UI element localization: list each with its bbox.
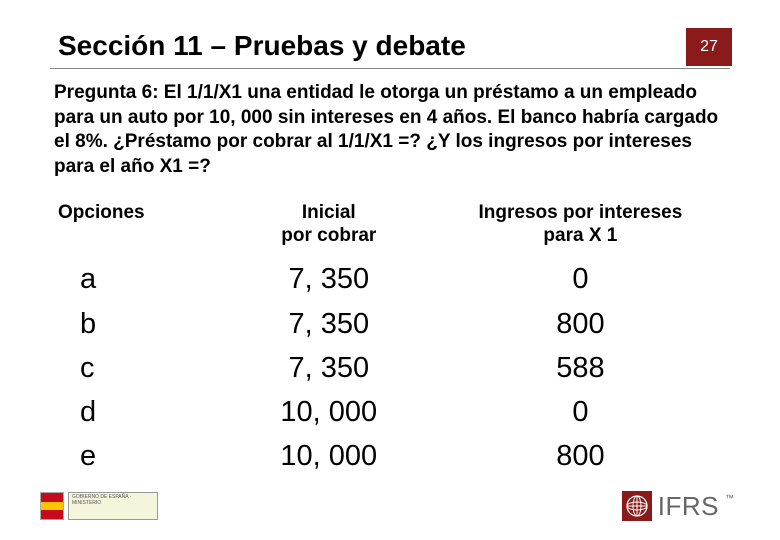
option-interest-value: 0 [431, 257, 730, 301]
header-options: Opciones [50, 198, 227, 258]
footer: GOBIERNO DE ESPAÑA · MINISTERIO IFRS ™ [0, 486, 780, 526]
header-interest: Ingresos por intereses para X 1 [431, 198, 730, 258]
header-row: Sección 11 – Pruebas y debate 27 [50, 28, 730, 66]
question-text: Pregunta 6: El 1/1/X1 una entidad le oto… [50, 81, 730, 180]
option-initial-value: 7, 350 [227, 257, 431, 301]
header-interest-line2: para X 1 [543, 225, 617, 246]
slide: Sección 11 – Pruebas y debate 27 Pregunt… [0, 0, 780, 540]
header-initial-line1: Inicial [302, 202, 356, 223]
ifrs-text: IFRS [658, 491, 719, 522]
gov-text-block: GOBIERNO DE ESPAÑA · MINISTERIO [68, 492, 158, 520]
option-interest-value: 800 [431, 434, 730, 478]
option-label: d [50, 390, 227, 434]
table-header-row: Opciones Inicial por cobrar Ingresos por… [50, 198, 730, 258]
option-initial-value: 7, 350 [227, 302, 431, 346]
trademark-icon: ™ [725, 493, 734, 503]
ifrs-logo: IFRS ™ [622, 491, 734, 522]
table-row: d10, 0000 [50, 390, 730, 434]
option-interest-value: 588 [431, 346, 730, 390]
spain-flag-icon [40, 492, 64, 520]
ifrs-globe-icon [622, 491, 652, 521]
footer-left-logo: GOBIERNO DE ESPAÑA · MINISTERIO [40, 492, 158, 520]
table-row: b7, 350800 [50, 302, 730, 346]
table-row: e10, 000800 [50, 434, 730, 478]
header-initial-line2: por cobrar [281, 225, 376, 246]
option-label: e [50, 434, 227, 478]
option-initial-value: 10, 000 [227, 434, 431, 478]
option-label: b [50, 302, 227, 346]
option-interest-value: 0 [431, 390, 730, 434]
option-interest-value: 800 [431, 302, 730, 346]
option-label: c [50, 346, 227, 390]
table-row: a7, 3500 [50, 257, 730, 301]
table-row: c7, 350588 [50, 346, 730, 390]
header-interest-line1: Ingresos por intereses [479, 202, 683, 223]
title-divider [50, 68, 730, 69]
options-table: Opciones Inicial por cobrar Ingresos por… [50, 198, 730, 479]
option-initial-value: 7, 350 [227, 346, 431, 390]
option-label: a [50, 257, 227, 301]
page-number-badge: 27 [686, 28, 732, 66]
slide-title: Sección 11 – Pruebas y debate [50, 30, 466, 66]
header-initial: Inicial por cobrar [227, 198, 431, 258]
option-initial-value: 10, 000 [227, 390, 431, 434]
